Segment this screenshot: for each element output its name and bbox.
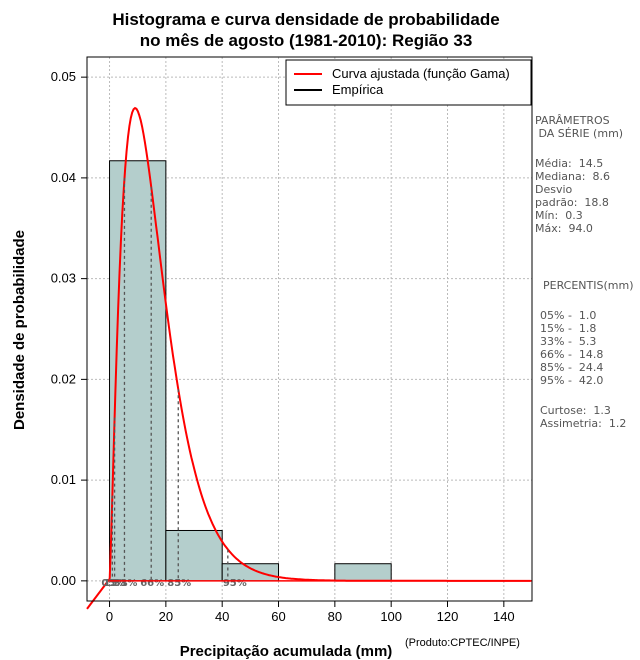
x-tick-label: 140 <box>493 609 515 624</box>
product-credit: (Produto:CPTEC/INPE) <box>405 637 520 649</box>
histogram-bar <box>334 563 392 582</box>
percentiles-panel: PERCENTIS(mm) 05% - 1.0 15% - 1.8 33% - … <box>535 279 634 430</box>
legend-box <box>285 59 532 106</box>
param-title-2: DA SÉRIE (mm) <box>535 127 624 140</box>
x-tick-label: 0 <box>106 609 113 624</box>
fitted-curve-tail <box>86 578 111 610</box>
x-tick-label: 80 <box>328 609 342 624</box>
plot-frame <box>86 56 533 602</box>
y-axis-title: Densidade de probabilidade <box>11 230 28 430</box>
percentile-label: 85% <box>167 578 191 589</box>
percentile-05: 05% - 1.0 <box>540 309 597 322</box>
percentiles-title: PERCENTIS(mm) <box>543 279 634 292</box>
x-tick-label: 20 <box>159 609 173 624</box>
y-tick-label: 0.04 <box>51 170 76 185</box>
percentile-85: 85% - 24.4 <box>540 361 604 374</box>
percentile-33: 33% - 5.3 <box>540 335 597 348</box>
legend-label: Curva ajustada (função Gama) <box>332 66 510 81</box>
curtose: Curtose: 1.3 <box>540 404 611 417</box>
x-tick-label: 120 <box>437 609 459 624</box>
percentile-15: 15% - 1.8 <box>540 322 597 335</box>
histogram-bar <box>165 529 223 582</box>
percentile-95: 95% - 42.0 <box>540 374 604 387</box>
y-tick-label: 0.01 <box>51 472 76 487</box>
x-tick-label: 60 <box>271 609 285 624</box>
param-min: Mín: 0.3 <box>535 209 583 222</box>
y-tick-label: 0.02 <box>51 371 76 386</box>
assimetria: Assimetria: 1.2 <box>540 417 627 430</box>
x-tick-label: 100 <box>380 609 402 624</box>
legend-label: Empírica <box>332 82 384 97</box>
percentile-label: 33% <box>113 578 137 589</box>
percentile-66: 66% - 14.8 <box>540 348 604 361</box>
y-tick-label: 0.00 <box>51 573 76 588</box>
chart-title-line: Histograma e curva densidade de probabil… <box>112 10 499 29</box>
param-mediana: Mediana: 8.6 <box>535 170 610 183</box>
x-axis-title: Precipitação acumulada (mm) <box>180 643 393 660</box>
y-tick-label: 0.03 <box>51 271 76 286</box>
histogram-bar <box>109 160 167 582</box>
param-desvio-2: padrão: 18.8 <box>535 196 609 209</box>
param-desvio-1: Desvio <box>535 183 573 196</box>
chart-title-line: no mês de agosto (1981-2010): Região 33 <box>140 31 473 50</box>
x-tick-label: 40 <box>215 609 229 624</box>
percentile-label: 95% <box>223 578 247 589</box>
percentile-label: 66% <box>140 578 164 589</box>
param-title-1: PARÂMETROS <box>535 114 610 127</box>
y-tick-label: 0.05 <box>51 69 76 84</box>
fitted-gamma-curve <box>108 106 531 582</box>
param-media: Média: 14.5 <box>535 157 604 170</box>
percentile-label: 15% <box>104 578 128 589</box>
series-parameters-panel: PARÂMETROS DA SÉRIE (mm) Média: 14.5 Med… <box>535 114 623 235</box>
param-max: Máx: 94.0 <box>535 222 593 235</box>
percentile-label: 05% <box>101 578 125 589</box>
